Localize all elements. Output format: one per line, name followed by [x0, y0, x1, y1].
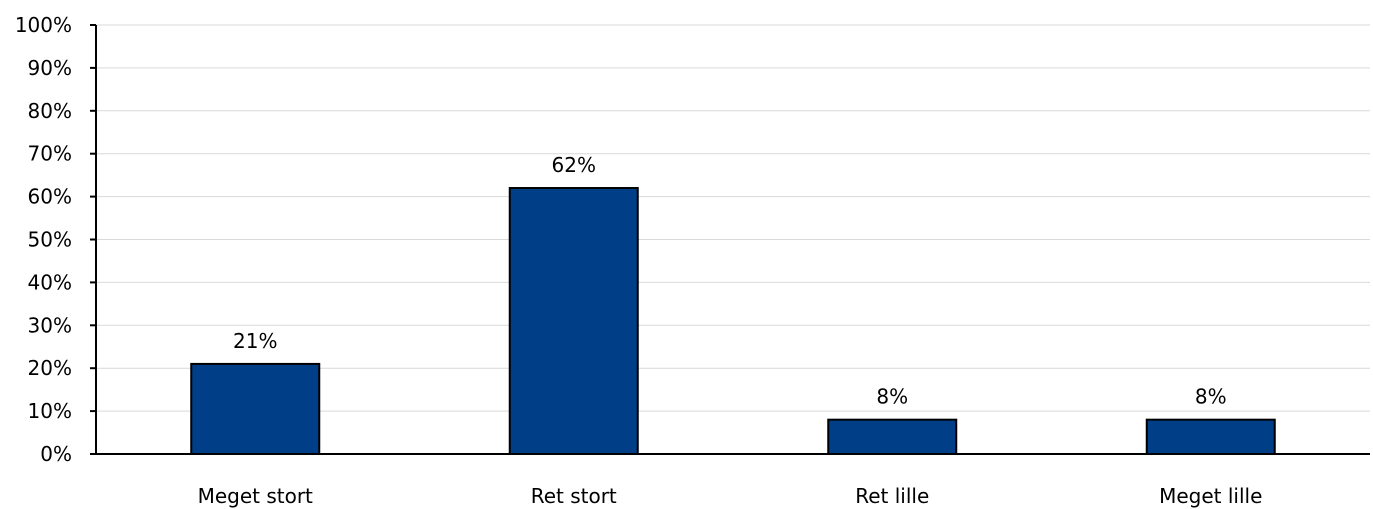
- x-category-label: Meget stort: [198, 484, 313, 508]
- data-label: 62%: [552, 153, 596, 177]
- data-label: 8%: [876, 385, 908, 409]
- y-tick-label: 60%: [28, 185, 72, 209]
- y-tick-label: 0%: [40, 442, 72, 466]
- x-category-label: Ret lille: [855, 484, 929, 508]
- bars: [190, 187, 1276, 456]
- x-axis-categories: Meget stort Ret stort Ret lille Meget lille: [198, 484, 1263, 508]
- bar: [1145, 418, 1276, 455]
- y-tick-label: 20%: [28, 356, 72, 380]
- bar: [827, 418, 958, 455]
- y-tick-label: 40%: [28, 270, 72, 294]
- y-tick-label: 50%: [28, 228, 72, 252]
- data-labels: 21% 62% 8% 8%: [233, 153, 1227, 409]
- y-tick-label: 10%: [28, 399, 72, 423]
- y-tick-label: 90%: [28, 56, 72, 80]
- y-tick-label: 80%: [28, 99, 72, 123]
- data-label: 8%: [1195, 385, 1227, 409]
- bar: [190, 362, 321, 455]
- x-category-label: Meget lille: [1159, 484, 1262, 508]
- y-tick-label: 30%: [28, 313, 72, 337]
- data-label: 21%: [233, 329, 277, 353]
- bar: [508, 187, 639, 456]
- y-tick-label: 100%: [15, 13, 72, 37]
- x-category-label: Ret stort: [531, 484, 617, 508]
- gridlines: [96, 24, 1370, 412]
- y-axis-ticks: 0% 10% 20% 30% 40% 50% 60% 70% 80% 90% 100%: [15, 13, 96, 466]
- y-tick-label: 70%: [28, 142, 72, 166]
